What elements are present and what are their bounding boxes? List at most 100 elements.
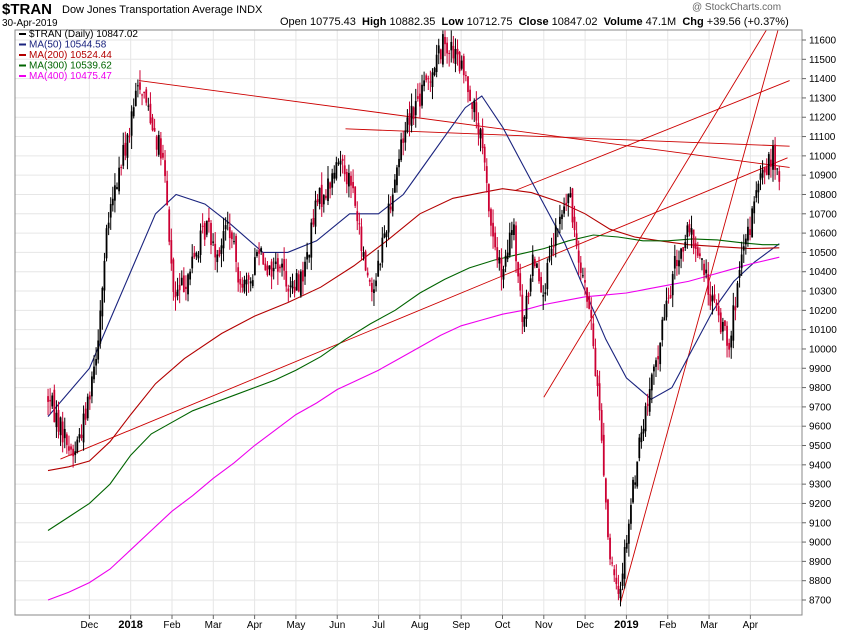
- candle-body: [517, 262, 520, 277]
- candle-body: [243, 279, 246, 292]
- candle-body: [419, 93, 421, 107]
- candle-body: [494, 232, 497, 248]
- candle-body: [354, 186, 357, 206]
- y-tick-label: 9000: [809, 538, 832, 549]
- candle-body: [122, 144, 125, 166]
- candle-body: [153, 127, 156, 132]
- candle-body: [224, 225, 227, 230]
- candle-body: [297, 274, 300, 292]
- candle-body: [536, 263, 538, 268]
- candle-body: [680, 248, 682, 259]
- candle-body: [51, 395, 54, 407]
- candle-body: [109, 204, 112, 218]
- candle-body: [393, 179, 396, 193]
- candle-body: [360, 226, 363, 252]
- candle-body: [676, 259, 678, 267]
- candle-body: [523, 316, 526, 327]
- candle-body: [141, 94, 143, 96]
- candle-body: [479, 129, 482, 139]
- candle-body: [462, 56, 465, 76]
- candle-body: [57, 409, 60, 432]
- candle-body: [778, 171, 781, 182]
- candle-body: [749, 229, 751, 235]
- candle-body: [134, 90, 137, 106]
- candle-body: [185, 286, 187, 290]
- candle-body: [226, 222, 229, 224]
- x-tick-label: Nov: [535, 620, 553, 631]
- y-tick-label: 10800: [809, 190, 837, 201]
- candle-body: [711, 295, 714, 302]
- y-tick-label: 10700: [809, 209, 837, 220]
- candle-body: [268, 265, 271, 270]
- candle-body: [120, 167, 123, 169]
- candle-body: [410, 105, 413, 126]
- candle-body: [124, 142, 127, 156]
- candle-body: [726, 325, 728, 346]
- candle-body: [728, 342, 731, 350]
- candle-body: [329, 182, 331, 189]
- candle-body: [147, 105, 150, 107]
- trendline: [543, 30, 767, 398]
- candle-body: [262, 252, 265, 265]
- candle-body: [256, 251, 258, 256]
- candle-body: [531, 254, 534, 276]
- y-tick-label: 11000: [809, 151, 837, 162]
- candle-body: [149, 103, 152, 124]
- candle-body: [174, 291, 177, 298]
- legend-label: MA(400) 10475.47: [29, 71, 112, 82]
- candle-body: [740, 254, 743, 269]
- y-tick-label: 10600: [809, 229, 837, 240]
- candle-body: [527, 293, 530, 297]
- candle-body: [97, 340, 100, 360]
- candle-body: [678, 260, 680, 267]
- x-tick-label: Feb: [163, 620, 181, 631]
- candle-body: [78, 434, 81, 439]
- candle-body: [655, 360, 657, 367]
- candle-body: [763, 167, 766, 173]
- candle-body: [162, 152, 164, 158]
- candle-body: [373, 289, 375, 294]
- close-value: 10847.02: [551, 16, 598, 28]
- candle-body: [289, 285, 292, 287]
- ma400-line: [47, 256, 780, 601]
- candle-body: [688, 224, 691, 233]
- candle-body: [164, 160, 166, 177]
- candle-body: [264, 263, 267, 271]
- y-tick-label: 9900: [809, 364, 832, 375]
- candle-body: [751, 208, 754, 238]
- candle-body: [598, 383, 601, 411]
- y-tick-label: 9400: [809, 460, 832, 471]
- candle-body: [126, 134, 129, 158]
- y-tick-label: 9700: [809, 402, 832, 413]
- high-value: 10882.35: [389, 16, 436, 28]
- y-tick-label: 8700: [809, 596, 832, 607]
- candle-body: [322, 195, 325, 205]
- y-tick-label: 10000: [809, 344, 837, 355]
- candle-body: [260, 248, 263, 252]
- candle-body: [379, 264, 382, 266]
- y-tick-label: 11600: [809, 36, 837, 47]
- candle-body: [686, 225, 689, 237]
- candle-body: [366, 272, 369, 276]
- candle-body: [170, 240, 173, 264]
- candle-body: [659, 342, 662, 365]
- candle-body: [458, 51, 461, 72]
- candle-body: [563, 206, 565, 214]
- candle-body: [730, 335, 733, 348]
- candle-body: [68, 446, 70, 451]
- candle-body: [446, 42, 448, 54]
- candle-body: [483, 146, 486, 163]
- candle-body: [502, 269, 505, 280]
- candle-body: [724, 320, 726, 327]
- candle-body: [396, 167, 398, 186]
- ma200-line: [47, 188, 780, 472]
- candle-body: [358, 223, 361, 225]
- y-tick-label: 11400: [809, 74, 837, 85]
- candle-body: [579, 262, 582, 273]
- candle-body: [623, 547, 626, 579]
- candle-body: [295, 273, 298, 291]
- candle-body: [715, 302, 718, 306]
- index-name: Dow Jones Transportation Average INDX: [62, 4, 263, 16]
- candle-body: [245, 279, 248, 285]
